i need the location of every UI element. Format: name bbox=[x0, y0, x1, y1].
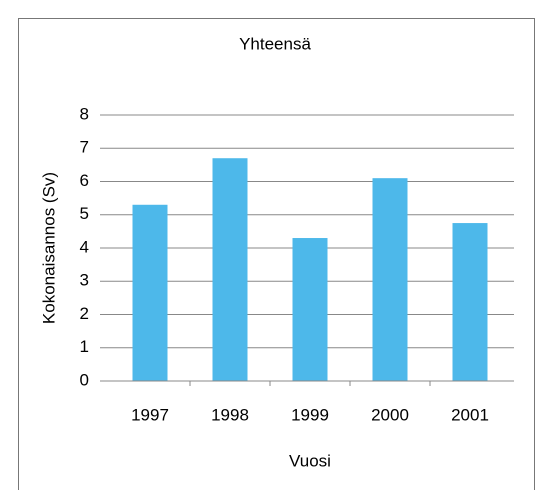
y-tick-label: 7 bbox=[80, 138, 89, 157]
x-tick-label: 1998 bbox=[211, 405, 249, 424]
chart-frame bbox=[18, 18, 535, 490]
y-axis-label: Kokonaisannos (Sv) bbox=[39, 172, 58, 324]
x-axis-label: Vuosi bbox=[289, 451, 331, 470]
y-tick-label: 5 bbox=[80, 204, 89, 223]
y-tick-label: 1 bbox=[80, 337, 89, 356]
chart-title: Yhteensä bbox=[239, 34, 311, 53]
y-tick-label: 2 bbox=[80, 304, 89, 323]
x-tick-label: 2001 bbox=[451, 405, 489, 424]
y-tick-label: 8 bbox=[80, 104, 89, 123]
y-tick-label: 0 bbox=[80, 370, 89, 389]
x-tick-label: 2000 bbox=[371, 405, 409, 424]
x-tick-label: 1997 bbox=[131, 405, 169, 424]
y-tick-label: 3 bbox=[80, 271, 89, 290]
bar bbox=[212, 158, 248, 381]
bar bbox=[372, 178, 408, 381]
bar bbox=[452, 223, 488, 381]
y-tick-label: 4 bbox=[80, 237, 89, 256]
y-tick-label: 6 bbox=[80, 171, 89, 190]
x-tick-label: 1999 bbox=[291, 405, 329, 424]
bar bbox=[292, 238, 328, 381]
bar bbox=[132, 204, 168, 381]
